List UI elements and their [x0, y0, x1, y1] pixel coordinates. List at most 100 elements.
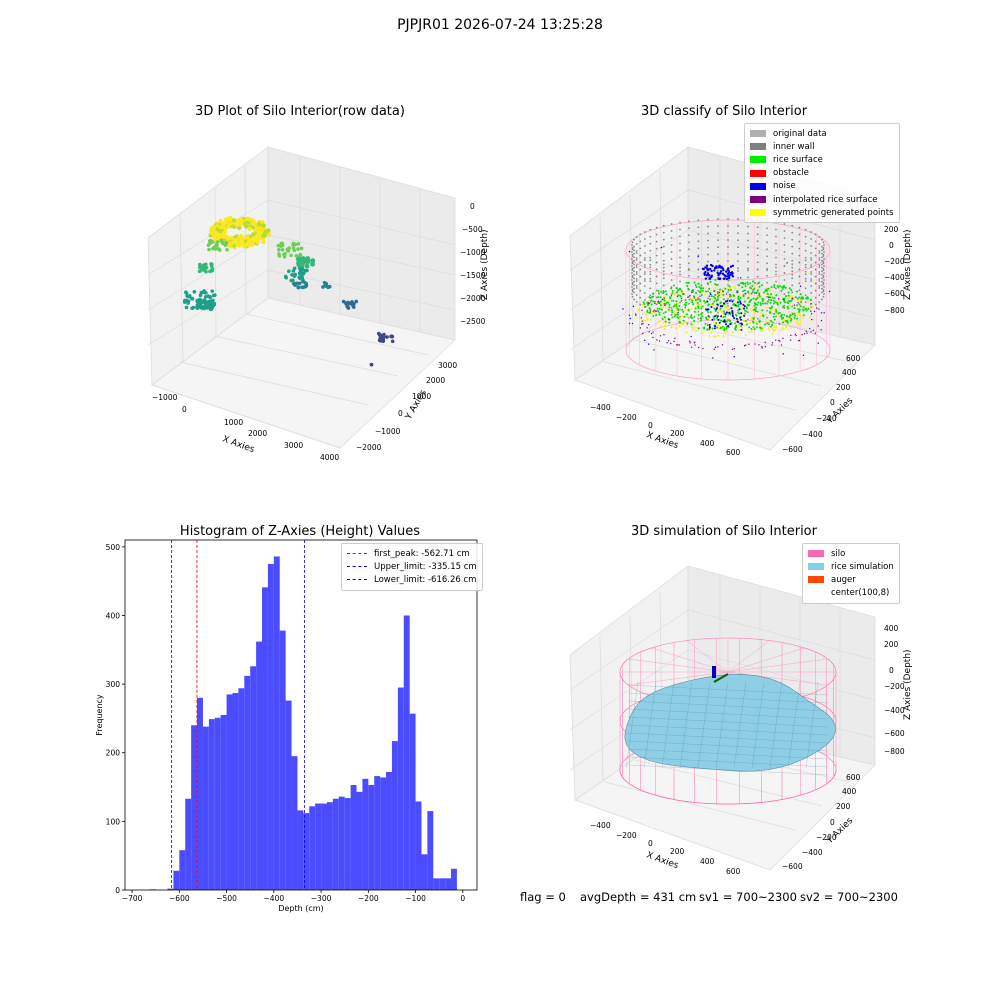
p1-point — [261, 233, 266, 239]
p2-ytick: 0 — [830, 398, 835, 407]
histogram-xtick-label: −500 — [216, 894, 237, 903]
grid-line — [659, 170, 663, 321]
p2-point-wall — [798, 254, 801, 257]
legend-swatch — [750, 156, 766, 164]
p1-point — [376, 331, 381, 336]
p2-point-symmetric — [801, 317, 804, 320]
p2-point-wall — [635, 273, 638, 275]
p2-point-wall — [643, 238, 646, 240]
p2-point-wall — [679, 221, 681, 224]
p2-point-wall — [655, 247, 658, 250]
p2-point-wall — [679, 263, 681, 266]
legend-dash — [347, 553, 367, 555]
p2-point-wall — [810, 280, 813, 282]
p2-point-wall — [804, 228, 807, 231]
p2-point-wall — [818, 271, 821, 273]
p2-point-noise — [717, 318, 720, 321]
p2-point-wall — [823, 293, 825, 295]
p2-point-rice — [761, 302, 764, 305]
p2-point-noise — [706, 272, 710, 275]
p2-point-wall — [798, 233, 801, 236]
histogram-bar — [451, 868, 457, 890]
p2-point-rice — [687, 287, 690, 290]
legend-item-obstacle: obstacle — [750, 167, 894, 180]
p2-point-symmetric — [795, 312, 798, 315]
grid-line — [604, 361, 796, 411]
p2-point-rice — [780, 314, 783, 317]
p1-ztick: −2000 — [460, 294, 486, 303]
p1-point — [217, 247, 221, 251]
p2-point-rice — [755, 326, 758, 329]
p2-point-wall — [688, 241, 690, 244]
p2-point-wall — [662, 277, 665, 280]
p2-point-rice — [680, 299, 683, 302]
p2-point-wall — [631, 283, 634, 286]
p2-point-wall — [756, 254, 759, 257]
p4-ytick: −200 — [816, 833, 837, 842]
p2-point-rice — [677, 294, 680, 297]
p2-point-interp — [798, 339, 801, 342]
p2-point-symmetric — [648, 300, 651, 303]
p2-point-noise — [708, 326, 711, 329]
panel4-auger — [712, 666, 716, 678]
p2-point-wall — [688, 269, 690, 272]
p2-point-rice — [770, 319, 773, 322]
p2-point-wall — [631, 269, 634, 272]
rice-mesh-line — [627, 724, 829, 736]
p2-point-wall — [670, 314, 673, 316]
p2-point-wall — [747, 225, 749, 228]
p2-ztick: −200 — [884, 257, 905, 266]
p2-point-interp — [649, 310, 652, 312]
p1-point — [191, 305, 196, 310]
legend-item-inner-wall: inner wall — [750, 140, 894, 153]
p2-point-rice — [776, 302, 779, 305]
p2-point-rice — [755, 306, 758, 309]
p2-point-interp — [731, 348, 734, 351]
p2-point-rice — [784, 301, 787, 304]
p2-point-noise — [723, 302, 726, 305]
p2-point-noise — [733, 355, 735, 358]
p2-point-rice — [759, 303, 762, 306]
p2-point-wall — [766, 274, 768, 277]
p2-point-rice — [745, 306, 748, 309]
p2-point-interp — [744, 344, 747, 346]
p2-point-interp — [764, 341, 767, 344]
p2-point-wall — [791, 224, 794, 227]
panel3-title: Histogram of Z-Axies (Height) Values — [179, 524, 421, 539]
p2-point-rice — [744, 312, 747, 315]
p2-point-symmetric — [768, 320, 771, 323]
p2-point-wall — [655, 268, 658, 271]
p2-point-noise — [723, 273, 726, 277]
p1-point — [220, 234, 225, 240]
p2-point-rice — [719, 288, 722, 291]
legend-label: center(100,8) — [831, 588, 890, 599]
p2-point-rice — [743, 300, 746, 303]
p2-point-interp — [761, 347, 764, 349]
p2-point-wall — [639, 240, 642, 243]
p2-point-symmetric — [699, 304, 702, 307]
p2-point-rice — [798, 309, 801, 312]
p2-point-rice — [738, 312, 741, 315]
p2-point-rice — [652, 310, 655, 313]
p2-point-rice — [700, 307, 703, 310]
p2-point-rice — [667, 308, 670, 311]
p2-point-rice — [734, 327, 737, 330]
p1-point — [277, 247, 281, 252]
p2-point-rice — [658, 313, 661, 316]
p2-point-rice — [719, 302, 722, 305]
p1-point — [198, 265, 202, 270]
p2-point-wall — [631, 290, 634, 293]
p2-point-wall — [818, 259, 821, 261]
p2-point-wall — [633, 245, 635, 248]
p2-point-noise — [704, 277, 708, 280]
p2-point-wall — [737, 318, 739, 321]
p2-point-wall — [727, 291, 729, 293]
p2-point-wall — [791, 252, 794, 255]
p2-point-wall — [737, 218, 739, 221]
p2-point-noise — [725, 323, 728, 326]
p2-point-rice — [755, 297, 758, 300]
p2-point-wall — [747, 318, 749, 321]
p2-point-rice — [672, 305, 675, 308]
p2-point-wall — [662, 270, 665, 273]
grid-line — [661, 319, 851, 363]
